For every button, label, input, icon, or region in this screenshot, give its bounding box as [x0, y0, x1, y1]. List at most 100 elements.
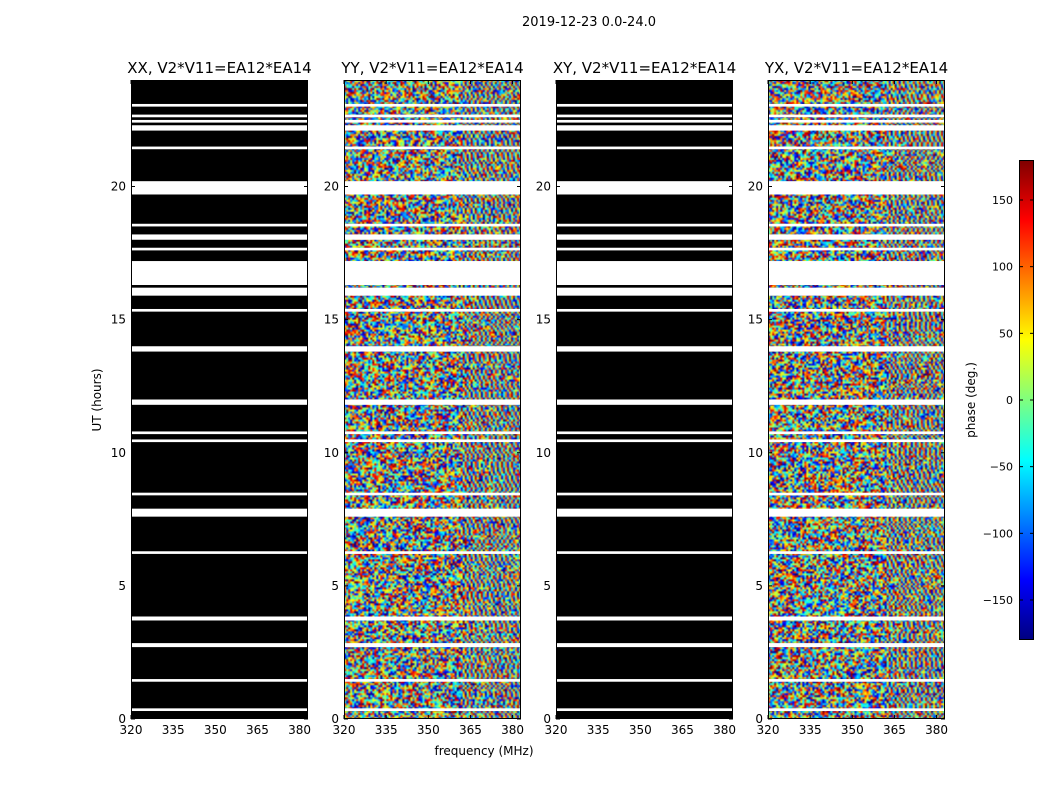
flagged-band-2 — [131, 643, 308, 648]
x-tick-label: 320 — [757, 723, 780, 737]
flagged-band-5 — [344, 508, 521, 517]
flagged-band-2 — [768, 643, 945, 648]
x-tick-label: 380 — [925, 723, 948, 737]
y-tick-label: 0 — [755, 712, 763, 726]
y-tick-label: 20 — [111, 180, 126, 194]
flagged-band-15 — [131, 234, 308, 240]
flagged-band-22 — [768, 103, 945, 107]
flagged-band-3 — [344, 616, 521, 621]
colorbar-tick-label: −50 — [990, 461, 1013, 474]
flagged-band-10 — [344, 346, 521, 352]
flagged-band-9 — [131, 399, 308, 405]
flagged-band-5 — [556, 508, 733, 517]
colorbar-gradient — [1019, 160, 1034, 640]
colorbar-tick-label: 0 — [1006, 394, 1013, 407]
flagged-band-9 — [768, 399, 945, 405]
flagged-band-7 — [768, 439, 945, 443]
flagged-band-3 — [768, 616, 945, 621]
panel-frame — [556, 80, 733, 719]
flagged-band-22 — [556, 103, 733, 107]
flagged-band-10 — [768, 346, 945, 352]
y-tick-label: 20 — [748, 180, 763, 194]
flagged-band-18 — [556, 146, 733, 150]
panels-group: XX, V2*V11=EA12*EA14 320 335 350 365 380 0 5 10 1… — [111, 59, 948, 737]
panel-title: XY, V2*V11=EA12*EA14 — [553, 59, 736, 77]
flagged-band-8 — [344, 431, 521, 435]
x-tick-label: 380 — [713, 723, 736, 737]
flagged-band-9 — [556, 399, 733, 405]
x-tick-label: 365 — [459, 723, 482, 737]
x-tick-label: 335 — [375, 723, 398, 737]
y-tick-label: 10 — [536, 446, 551, 460]
flagged-band-21 — [344, 114, 521, 118]
flagged-band-11 — [131, 308, 308, 312]
flagged-band-1 — [768, 679, 945, 682]
flagged-band-4 — [131, 551, 308, 554]
panel-1: YY, V2*V11=EA12*EA14 320 335 350 365 380 0 5 10 1… — [324, 59, 524, 737]
flagged-band-21 — [768, 114, 945, 118]
panel-frame — [131, 80, 308, 719]
flagged-band-18 — [768, 146, 945, 150]
y-tick-label: 15 — [324, 313, 339, 327]
flagged-band-19 — [768, 125, 945, 131]
flagged-band-8 — [556, 431, 733, 435]
flagged-band-13 — [556, 261, 733, 286]
flagged-band-11 — [768, 308, 945, 312]
y-tick-label: 15 — [111, 313, 126, 327]
colorbar: 150 100 50 0 −50 −100 −150 — [983, 160, 1034, 640]
y-tick-label: 5 — [331, 579, 339, 593]
flagged-band-14 — [344, 247, 521, 251]
flagged-band-8 — [131, 431, 308, 435]
flagged-band-0 — [131, 708, 308, 712]
flagged-band-15 — [768, 234, 945, 240]
flagged-band-0 — [768, 708, 945, 712]
flagged-band-4 — [768, 551, 945, 554]
flagged-band-12 — [556, 287, 733, 296]
flagged-band-7 — [344, 439, 521, 443]
y-tick-label: 5 — [755, 579, 763, 593]
flagged-band-19 — [344, 125, 521, 131]
flagged-band-15 — [556, 234, 733, 240]
panel-0: XX, V2*V11=EA12*EA14 320 335 350 365 380 0 5 10 1… — [111, 59, 312, 737]
flagged-band-4 — [556, 551, 733, 554]
x-axis-label: frequency (MHz) — [434, 744, 533, 758]
flagged-band-3 — [556, 616, 733, 621]
x-tick-label: 335 — [799, 723, 822, 737]
flagged-band-1 — [131, 679, 308, 682]
flagged-band-15 — [344, 234, 521, 240]
flagged-band-6 — [768, 492, 945, 496]
y-tick-label: 15 — [536, 313, 551, 327]
figure-suptitle: 2019-12-23 0.0-24.0 — [522, 15, 656, 30]
flagged-band-5 — [768, 508, 945, 517]
flagged-band-0 — [344, 708, 521, 712]
y-tick-label: 20 — [536, 180, 551, 194]
flagged-band-4 — [344, 551, 521, 554]
flagged-band-5 — [131, 508, 308, 517]
x-tick-label: 350 — [204, 723, 227, 737]
x-tick-label: 350 — [629, 723, 652, 737]
panel-frame — [768, 80, 945, 719]
panel-3: YX, V2*V11=EA12*EA14 320 335 350 365 380 0 5 10 1… — [748, 59, 948, 737]
flagged-band-16 — [556, 223, 733, 227]
y-tick-label: 0 — [543, 712, 551, 726]
flagged-band-6 — [556, 492, 733, 496]
colorbar-tick-label: 50 — [999, 327, 1013, 340]
flagged-band-2 — [556, 643, 733, 648]
y-tick-label: 10 — [748, 446, 763, 460]
y-tick-label: 0 — [118, 712, 126, 726]
y-tick-label: 5 — [543, 579, 551, 593]
flagged-band-2 — [344, 643, 521, 648]
flagged-band-14 — [131, 247, 308, 251]
flagged-band-1 — [556, 679, 733, 682]
flagged-band-3 — [131, 616, 308, 621]
x-tick-label: 320 — [120, 723, 143, 737]
flagged-band-19 — [131, 125, 308, 131]
flagged-band-7 — [131, 439, 308, 443]
panel-title: YY, V2*V11=EA12*EA14 — [340, 59, 523, 77]
flagged-band-16 — [344, 223, 521, 227]
flagged-band-21 — [131, 114, 308, 118]
x-tick-label: 365 — [883, 723, 906, 737]
flagged-band-18 — [344, 146, 521, 150]
flagged-band-11 — [344, 308, 521, 312]
